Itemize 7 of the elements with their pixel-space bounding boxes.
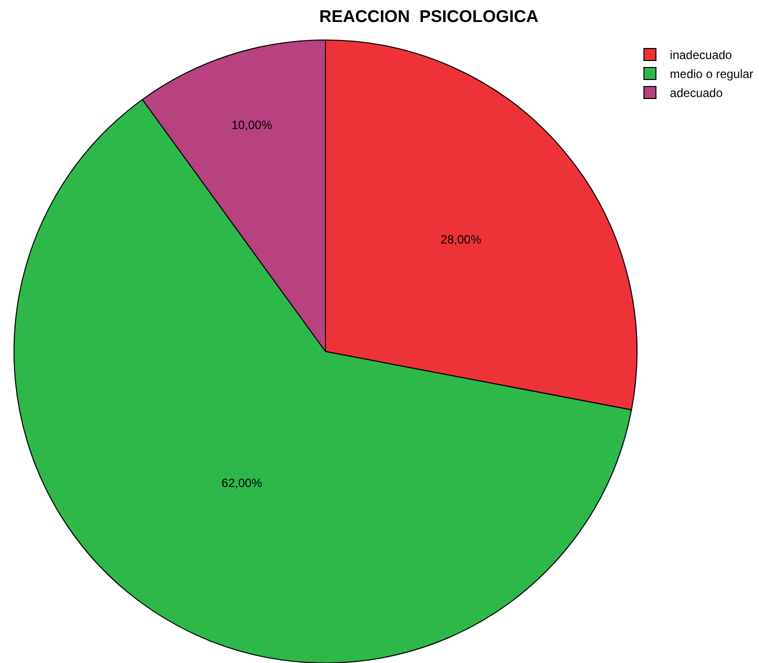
legend-label: medio o regular	[670, 67, 754, 82]
data-label: 62,00%	[222, 476, 263, 490]
chart-title: REACCION PSICOLOGICA	[319, 6, 538, 26]
data-label: 10,00%	[231, 118, 272, 132]
data-label: 28,00%	[440, 232, 482, 246]
legend-label: inadecuado	[670, 48, 732, 62]
legend-label: adecuado	[670, 86, 723, 100]
